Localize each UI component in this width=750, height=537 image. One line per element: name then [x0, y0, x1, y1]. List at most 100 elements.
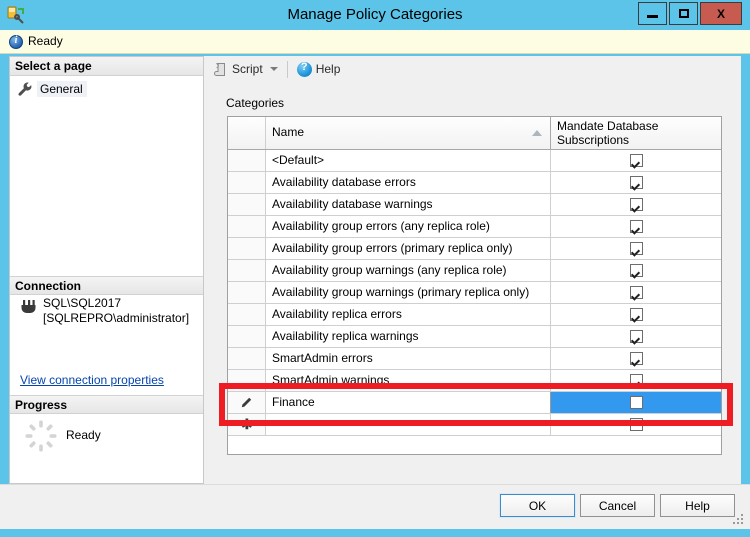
sort-ascending-icon	[532, 130, 542, 136]
maximize-button[interactable]	[669, 2, 698, 25]
table-row[interactable]: <Default>	[228, 150, 721, 172]
table-row[interactable]: Availability group errors (any replica r…	[228, 216, 721, 238]
category-name-cell[interactable]: Availability group warnings (any replica…	[266, 260, 551, 281]
status-text: Ready	[28, 34, 63, 48]
row-selector-cell[interactable]	[228, 216, 266, 237]
mandate-checkbox[interactable]	[629, 264, 643, 277]
mandate-subscription-cell[interactable]	[551, 370, 721, 391]
mandate-checkbox[interactable]	[629, 198, 643, 211]
close-button[interactable]: X	[700, 2, 742, 25]
category-name-cell[interactable]: Availability group errors (any replica r…	[266, 216, 551, 237]
category-name-cell[interactable]: Availability group errors (primary repli…	[266, 238, 551, 259]
mandate-checkbox[interactable]	[629, 154, 643, 167]
row-selector-cell[interactable]	[228, 172, 266, 193]
row-selector-cell[interactable]	[228, 370, 266, 391]
categories-grid[interactable]: Name Mandate Database Subscriptions <Def…	[227, 116, 722, 455]
maximize-icon	[678, 9, 689, 18]
table-row[interactable]: ✱	[228, 414, 721, 436]
category-name-cell[interactable]: Availability database warnings	[266, 194, 551, 215]
table-row[interactable]: Availability group warnings (any replica…	[228, 260, 721, 282]
mandate-checkbox[interactable]	[629, 352, 643, 365]
content-panel: Script Help Categories Name Mandate Data…	[204, 56, 741, 484]
info-icon	[9, 35, 23, 49]
mandate-subscription-cell[interactable]	[551, 392, 721, 413]
category-name-cell[interactable]: Availability replica warnings	[266, 326, 551, 347]
mandate-subscription-cell[interactable]	[551, 238, 721, 259]
category-name-cell[interactable]	[266, 414, 551, 435]
mandate-checkbox[interactable]	[629, 374, 643, 387]
row-selector-cell[interactable]	[228, 260, 266, 281]
script-label: Script	[232, 62, 263, 76]
mandate-subscription-cell[interactable]	[551, 150, 721, 171]
spinner-icon	[24, 419, 58, 453]
resize-grip[interactable]	[733, 514, 745, 526]
cancel-button[interactable]: Cancel	[580, 494, 655, 517]
mandate-subscription-cell[interactable]	[551, 282, 721, 303]
table-row[interactable]: Availability replica warnings	[228, 326, 721, 348]
category-name-cell[interactable]: Availability database errors	[266, 172, 551, 193]
row-selector-cell[interactable]	[228, 326, 266, 347]
row-selector-cell[interactable]	[228, 238, 266, 259]
mandate-subscription-cell[interactable]	[551, 348, 721, 369]
mandate-subscription-cell[interactable]	[551, 326, 721, 347]
view-connection-properties-link[interactable]: View connection properties	[20, 373, 164, 387]
wrench-icon	[17, 81, 33, 97]
categories-label: Categories	[226, 96, 285, 110]
category-name-cell[interactable]: Availability group warnings (primary rep…	[266, 282, 551, 303]
connection-info: SQL\SQL2017 [SQLREPRO\administrator]	[43, 296, 189, 326]
new-row-asterisk-icon: ✱	[241, 416, 253, 432]
mandate-checkbox[interactable]	[629, 418, 643, 431]
mandate-checkbox[interactable]	[629, 396, 643, 409]
table-row[interactable]: SmartAdmin errors	[228, 348, 721, 370]
category-name-cell[interactable]: <Default>	[266, 150, 551, 171]
row-selector-cell[interactable]	[228, 282, 266, 303]
row-selector-cell[interactable]	[228, 304, 266, 325]
help-button[interactable]: Help	[294, 58, 344, 80]
mandate-checkbox[interactable]	[629, 242, 643, 255]
title-bar[interactable]: Manage Policy Categories X	[0, 0, 750, 30]
script-button[interactable]: Script	[210, 58, 281, 80]
grid-body: <Default> Availability database errors Ava…	[228, 150, 721, 436]
category-name-cell[interactable]: Availability replica errors	[266, 304, 551, 325]
mandate-checkbox[interactable]	[629, 220, 643, 233]
category-name-cell[interactable]: SmartAdmin errors	[266, 348, 551, 369]
minimize-button[interactable]	[638, 2, 667, 25]
row-selector-cell[interactable]	[228, 392, 266, 413]
window-title: Manage Policy Categories	[287, 6, 463, 23]
table-row[interactable]: Availability database warnings	[228, 194, 721, 216]
table-row[interactable]: Finance	[228, 392, 721, 414]
row-selector-cell[interactable]	[228, 194, 266, 215]
mandate-checkbox[interactable]	[629, 308, 643, 321]
progress-status: Ready	[66, 428, 101, 442]
toolbar: Script Help	[204, 56, 741, 82]
row-selector-cell[interactable]	[228, 348, 266, 369]
help-button-footer[interactable]: Help	[660, 494, 735, 517]
mandate-subscription-cell[interactable]	[551, 194, 721, 215]
progress-header: Progress	[10, 395, 203, 414]
sidebar-item-general[interactable]: General	[17, 81, 87, 97]
table-row[interactable]: Availability database errors	[228, 172, 721, 194]
mandate-subscription-cell[interactable]	[551, 304, 721, 325]
mandate-subscription-cell[interactable]	[551, 414, 721, 435]
script-icon	[213, 62, 228, 77]
mandate-checkbox[interactable]	[629, 176, 643, 189]
ok-button[interactable]: OK	[499, 493, 576, 518]
mandate-checkbox[interactable]	[629, 286, 643, 299]
row-selector-cell[interactable]	[228, 150, 266, 171]
grid-header-mandate[interactable]: Mandate Database Subscriptions	[557, 119, 659, 147]
mandate-checkbox[interactable]	[629, 330, 643, 343]
table-row[interactable]: SmartAdmin warnings	[228, 370, 721, 392]
category-name-cell[interactable]: Finance	[266, 392, 551, 413]
chevron-down-icon[interactable]	[269, 67, 278, 71]
category-name-cell[interactable]: SmartAdmin warnings	[266, 370, 551, 391]
grid-header-name[interactable]: Name	[266, 117, 551, 149]
table-row[interactable]: Availability group warnings (primary rep…	[228, 282, 721, 304]
mandate-subscription-cell[interactable]	[551, 260, 721, 281]
connection-server: SQL\SQL2017	[43, 296, 122, 310]
mandate-subscription-cell[interactable]	[551, 216, 721, 237]
table-row[interactable]: Availability group errors (primary repli…	[228, 238, 721, 260]
policy-categories-icon	[6, 5, 26, 25]
row-selector-cell[interactable]: ✱	[228, 414, 266, 435]
table-row[interactable]: Availability replica errors	[228, 304, 721, 326]
mandate-subscription-cell[interactable]	[551, 172, 721, 193]
